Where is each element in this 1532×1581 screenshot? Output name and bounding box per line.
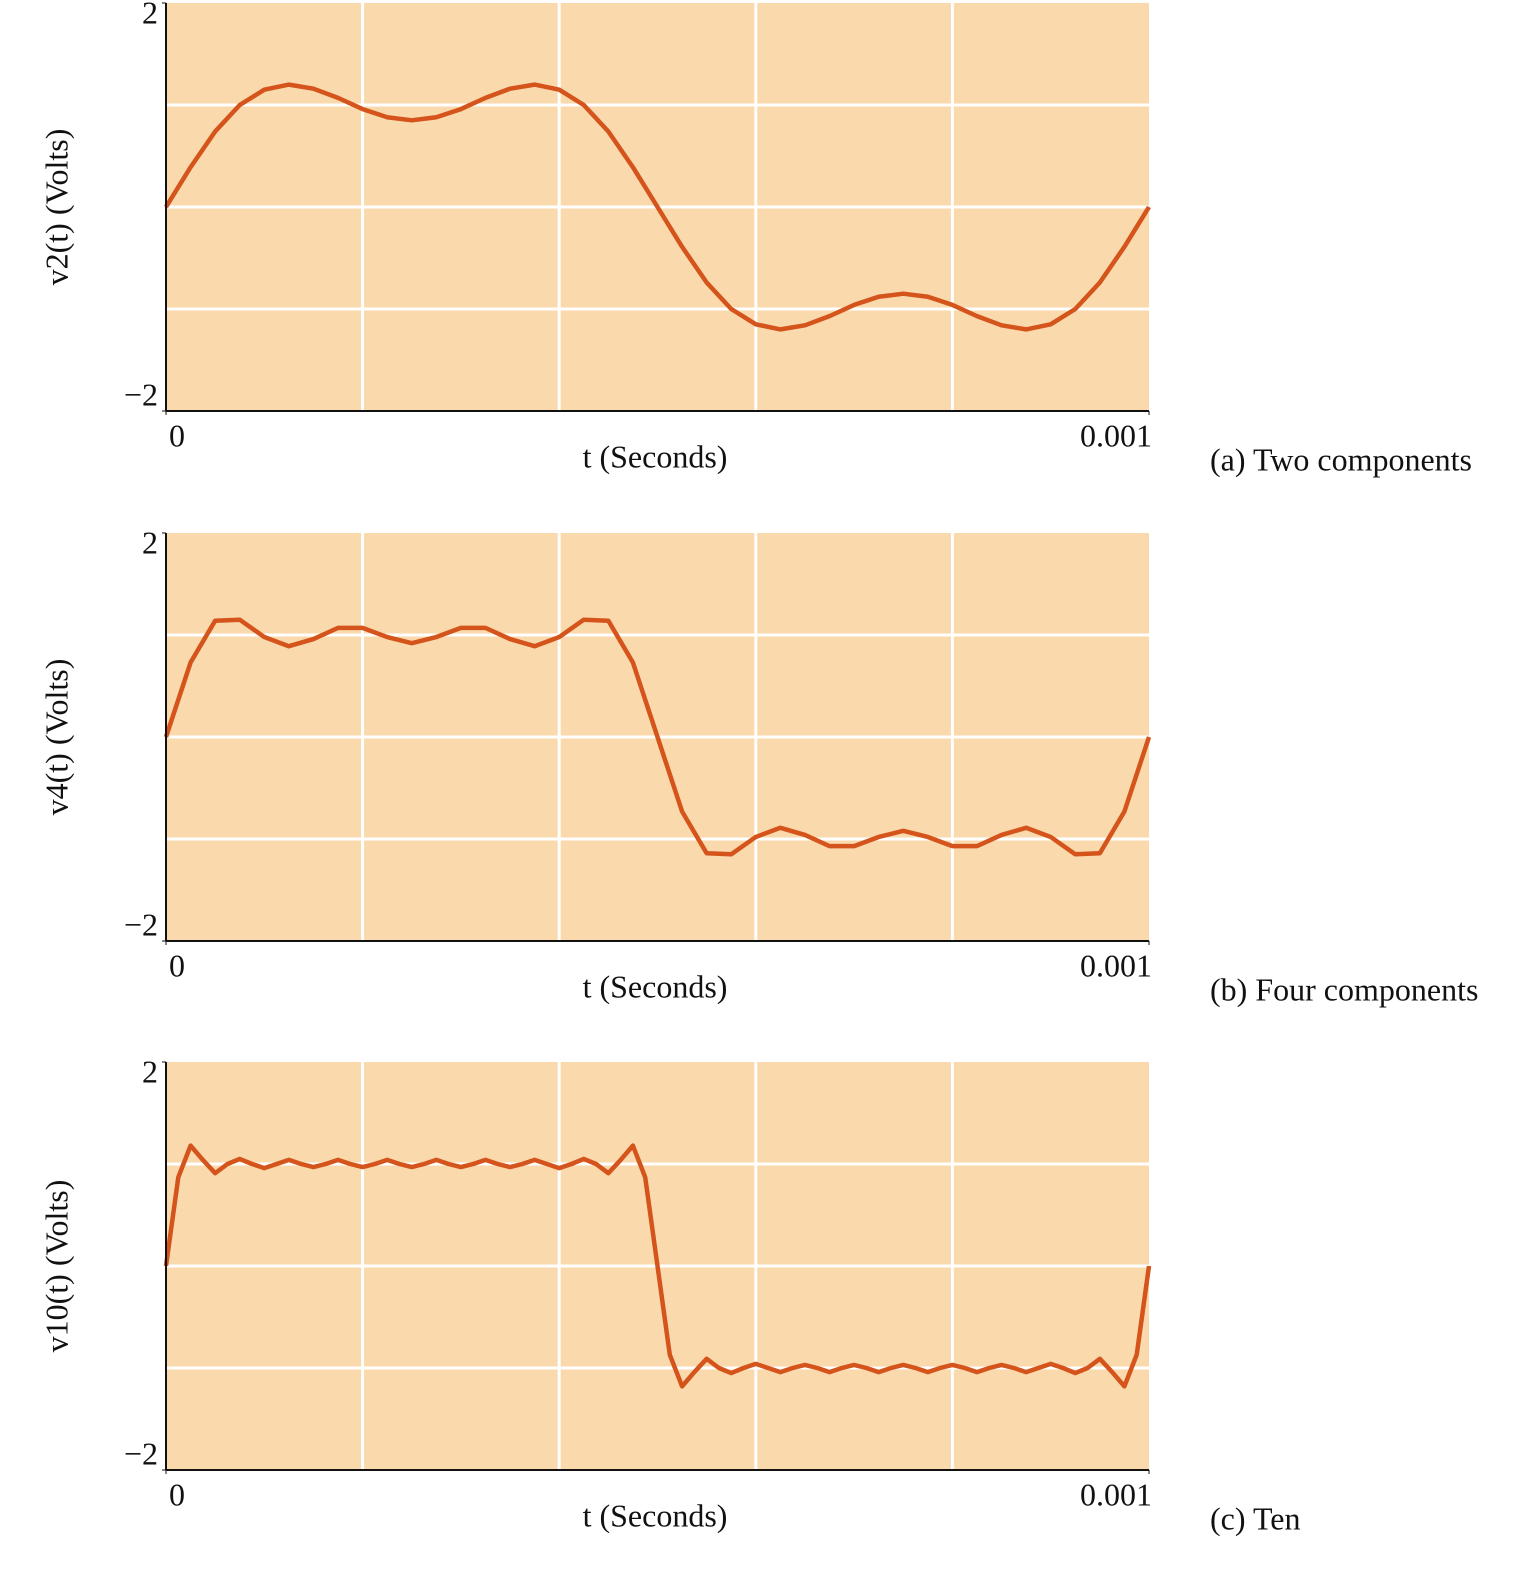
y-tick-label: 2 [142,524,158,560]
y-tick-label: −2 [124,1435,158,1471]
caption: (c) Ten [1210,1500,1300,1536]
x-tick-label: 0 [169,417,185,453]
x-axis-label: t (Seconds) [583,1497,728,1533]
signal-line [164,82,1151,332]
x-tick-label: 0.001 [1080,417,1152,453]
x-axis-label: t (Seconds) [583,438,728,474]
y-tick-label: 2 [142,0,158,30]
x-tick-label: 0 [169,947,185,983]
y-tick-label: 2 [142,1053,158,1089]
signal-line [163,617,1152,857]
x-tick-label: 0 [169,1476,185,1512]
caption: (b) Four components [1210,971,1478,1007]
y-axis-label: v10(t) (Volts) [38,1180,74,1353]
signal-line [163,1143,1152,1389]
x-tick-label: 0.001 [1080,947,1152,983]
caption: (a) Two components [1210,441,1472,477]
y-tick-label: −2 [124,906,158,942]
x-tick-label: 0.001 [1080,1476,1152,1512]
y-axis-label: v4(t) (Volts) [38,659,74,816]
y-tick-label: −2 [124,376,158,412]
x-axis-label: t (Seconds) [583,968,728,1004]
y-axis-label: v2(t) (Volts) [38,129,74,286]
